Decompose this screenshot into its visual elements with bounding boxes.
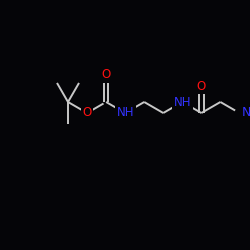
Text: NH: NH (116, 106, 134, 120)
Text: O: O (197, 80, 206, 92)
Text: NH₂: NH₂ (242, 106, 250, 120)
Text: NH: NH (174, 96, 191, 108)
Text: O: O (102, 68, 111, 82)
Text: O: O (82, 106, 92, 120)
